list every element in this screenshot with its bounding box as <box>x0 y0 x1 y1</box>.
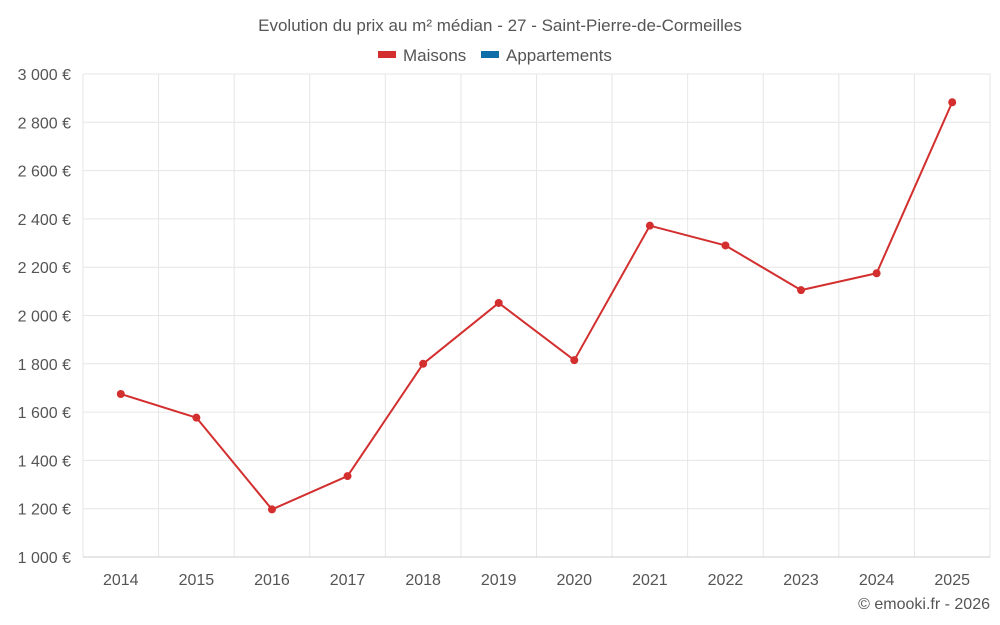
legend-swatch-appartements <box>481 51 499 58</box>
x-tick-label: 2022 <box>708 572 744 589</box>
legend-label-appartements: Appartements <box>506 46 612 65</box>
data-point-maisons-2020[interactable] <box>570 356 579 365</box>
data-point-maisons-2016[interactable] <box>267 505 276 514</box>
data-point-maisons-2022[interactable] <box>721 241 730 250</box>
y-tick-label: 2 800 € <box>18 115 71 132</box>
x-tick-label: 2018 <box>405 572 441 589</box>
legend-item-maisons[interactable]: Maisons <box>378 46 466 65</box>
data-point-maisons-2017[interactable] <box>343 472 352 481</box>
x-tick-label: 2025 <box>934 572 970 589</box>
data-point-maisons-2024[interactable] <box>872 269 881 278</box>
x-tick-label: 2015 <box>179 572 215 589</box>
data-point-maisons-2021[interactable] <box>645 221 654 230</box>
y-tick-label: 1 200 € <box>18 502 71 519</box>
data-point-maisons-2023[interactable] <box>797 286 806 295</box>
x-tick-label: 2021 <box>632 572 668 589</box>
data-point-maisons-2019[interactable] <box>494 298 503 307</box>
credit-text: © emooki.fr - 2026 <box>858 596 990 613</box>
y-tick-label: 2 000 € <box>18 309 71 326</box>
x-tick-label: 2014 <box>103 572 139 589</box>
legend-label-maisons: Maisons <box>403 46 466 65</box>
data-point-maisons-2015[interactable] <box>192 413 201 422</box>
x-axis-ticks: 2014 2015 2016 2017 2018 2019 2020 2021 2022 2023… <box>103 572 970 589</box>
data-point-maisons-2018[interactable] <box>419 359 428 368</box>
y-tick-label: 2 200 € <box>18 260 71 277</box>
y-tick-label: 2 600 € <box>18 164 71 181</box>
y-tick-label: 1 000 € <box>18 550 71 567</box>
y-tick-label: 1 400 € <box>18 453 71 470</box>
legend-swatch-maisons <box>378 51 396 58</box>
chart-title: Evolution du prix au m² médian - 27 - Sa… <box>258 16 742 35</box>
y-axis-ticks: 1 000 € 1 200 € 1 400 € 1 600 € 1 800 € 2 000… <box>18 67 71 567</box>
series-layer <box>116 98 957 514</box>
y-tick-label: 3 000 € <box>18 67 71 84</box>
x-tick-label: 2016 <box>254 572 290 589</box>
grid <box>82 73 991 557</box>
data-point-maisons-2014[interactable] <box>116 389 125 398</box>
y-tick-label: 2 400 € <box>18 212 71 229</box>
y-tick-label: 1 600 € <box>18 405 71 422</box>
x-tick-label: 2019 <box>481 572 517 589</box>
x-tick-label: 2023 <box>783 572 819 589</box>
y-tick-label: 1 800 € <box>18 357 71 374</box>
data-point-maisons-2025[interactable] <box>948 98 957 107</box>
legend-item-appartements[interactable]: Appartements <box>481 46 612 65</box>
x-tick-label: 2024 <box>859 572 895 589</box>
x-tick-label: 2017 <box>330 572 366 589</box>
legend: Maisons Appartements <box>378 46 612 65</box>
x-tick-label: 2020 <box>556 572 592 589</box>
series-line-maisons <box>120 101 954 511</box>
